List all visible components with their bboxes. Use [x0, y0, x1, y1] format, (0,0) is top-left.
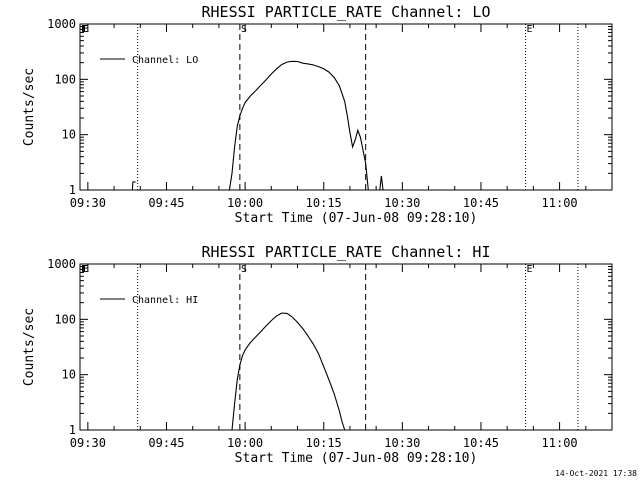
event-marker-label: E — [527, 24, 533, 35]
chart-title: RHESSI PARTICLE_RATE Channel: LO — [202, 3, 491, 21]
x-tick-label: 10:30 — [384, 196, 420, 210]
y-tick-label: 1 — [69, 183, 76, 197]
corner-marker-label: E — [82, 264, 88, 275]
y-tick-label: 1000 — [47, 17, 76, 31]
chart-panel-lo: RHESSI PARTICLE_RATE Channel: LO 1 10 100 10… — [22, 3, 613, 226]
x-tick-label: 10:15 — [306, 196, 342, 210]
plot-frame — [79, 263, 613, 431]
y-tick-label: 10 — [62, 368, 76, 382]
x-axis-label: Start Time (07-Jun-08 09:28:10) — [235, 211, 478, 226]
x-tick-label: 10:45 — [463, 196, 499, 210]
legend-label: Channel: LO — [132, 55, 198, 66]
x-tick-label: 10:15 — [306, 436, 342, 450]
x-tick-label: 10:00 — [227, 196, 263, 210]
y-tick-label: 10 — [62, 128, 76, 142]
x-tick-label: 09:30 — [70, 196, 106, 210]
legend-label: Channel: HI — [132, 295, 198, 306]
corner-marker-label: E — [81, 24, 87, 35]
event-marker-label: S — [241, 264, 247, 275]
x-axis-label: Start Time (07-Jun-08 09:28:10) — [235, 451, 478, 466]
x-tick-label: 10:30 — [384, 436, 420, 450]
y-tick-label: 1 — [69, 423, 76, 437]
corner-marker-label: E — [83, 24, 89, 35]
x-tick-label: 09:45 — [148, 196, 184, 210]
corner-marker-label: E — [81, 264, 87, 275]
y-axis-label: Counts/sec — [22, 308, 37, 386]
chart-panel-hi: RHESSI PARTICLE_RATE Channel: HI 1 10 100 10… — [22, 243, 613, 466]
series-line — [231, 312, 346, 431]
corner-marker-label: E — [82, 24, 88, 35]
event-marker-label: S — [241, 24, 247, 35]
x-tick-label: 09:30 — [70, 436, 106, 450]
y-tick-label: 1000 — [47, 257, 76, 271]
event-marker-label: E — [527, 264, 533, 275]
series-line — [379, 175, 384, 191]
series-line — [131, 181, 136, 191]
y-tick-label: 100 — [54, 72, 76, 86]
x-tick-label: 11:00 — [542, 436, 578, 450]
x-tick-label: 10:00 — [227, 436, 263, 450]
y-tick-label: 100 — [54, 312, 76, 326]
x-tick-label: 11:00 — [542, 196, 578, 210]
y-axis-label: Counts/sec — [22, 68, 37, 146]
x-tick-label: 10:45 — [463, 436, 499, 450]
x-tick-label: 09:45 — [148, 436, 184, 450]
series-line — [228, 60, 369, 191]
plot-frame — [79, 23, 613, 191]
timestamp: 14-Oct-2021 17:38 — [555, 469, 637, 478]
chart-title: RHESSI PARTICLE_RATE Channel: HI — [202, 243, 491, 261]
corner-marker-label: E — [83, 264, 89, 275]
